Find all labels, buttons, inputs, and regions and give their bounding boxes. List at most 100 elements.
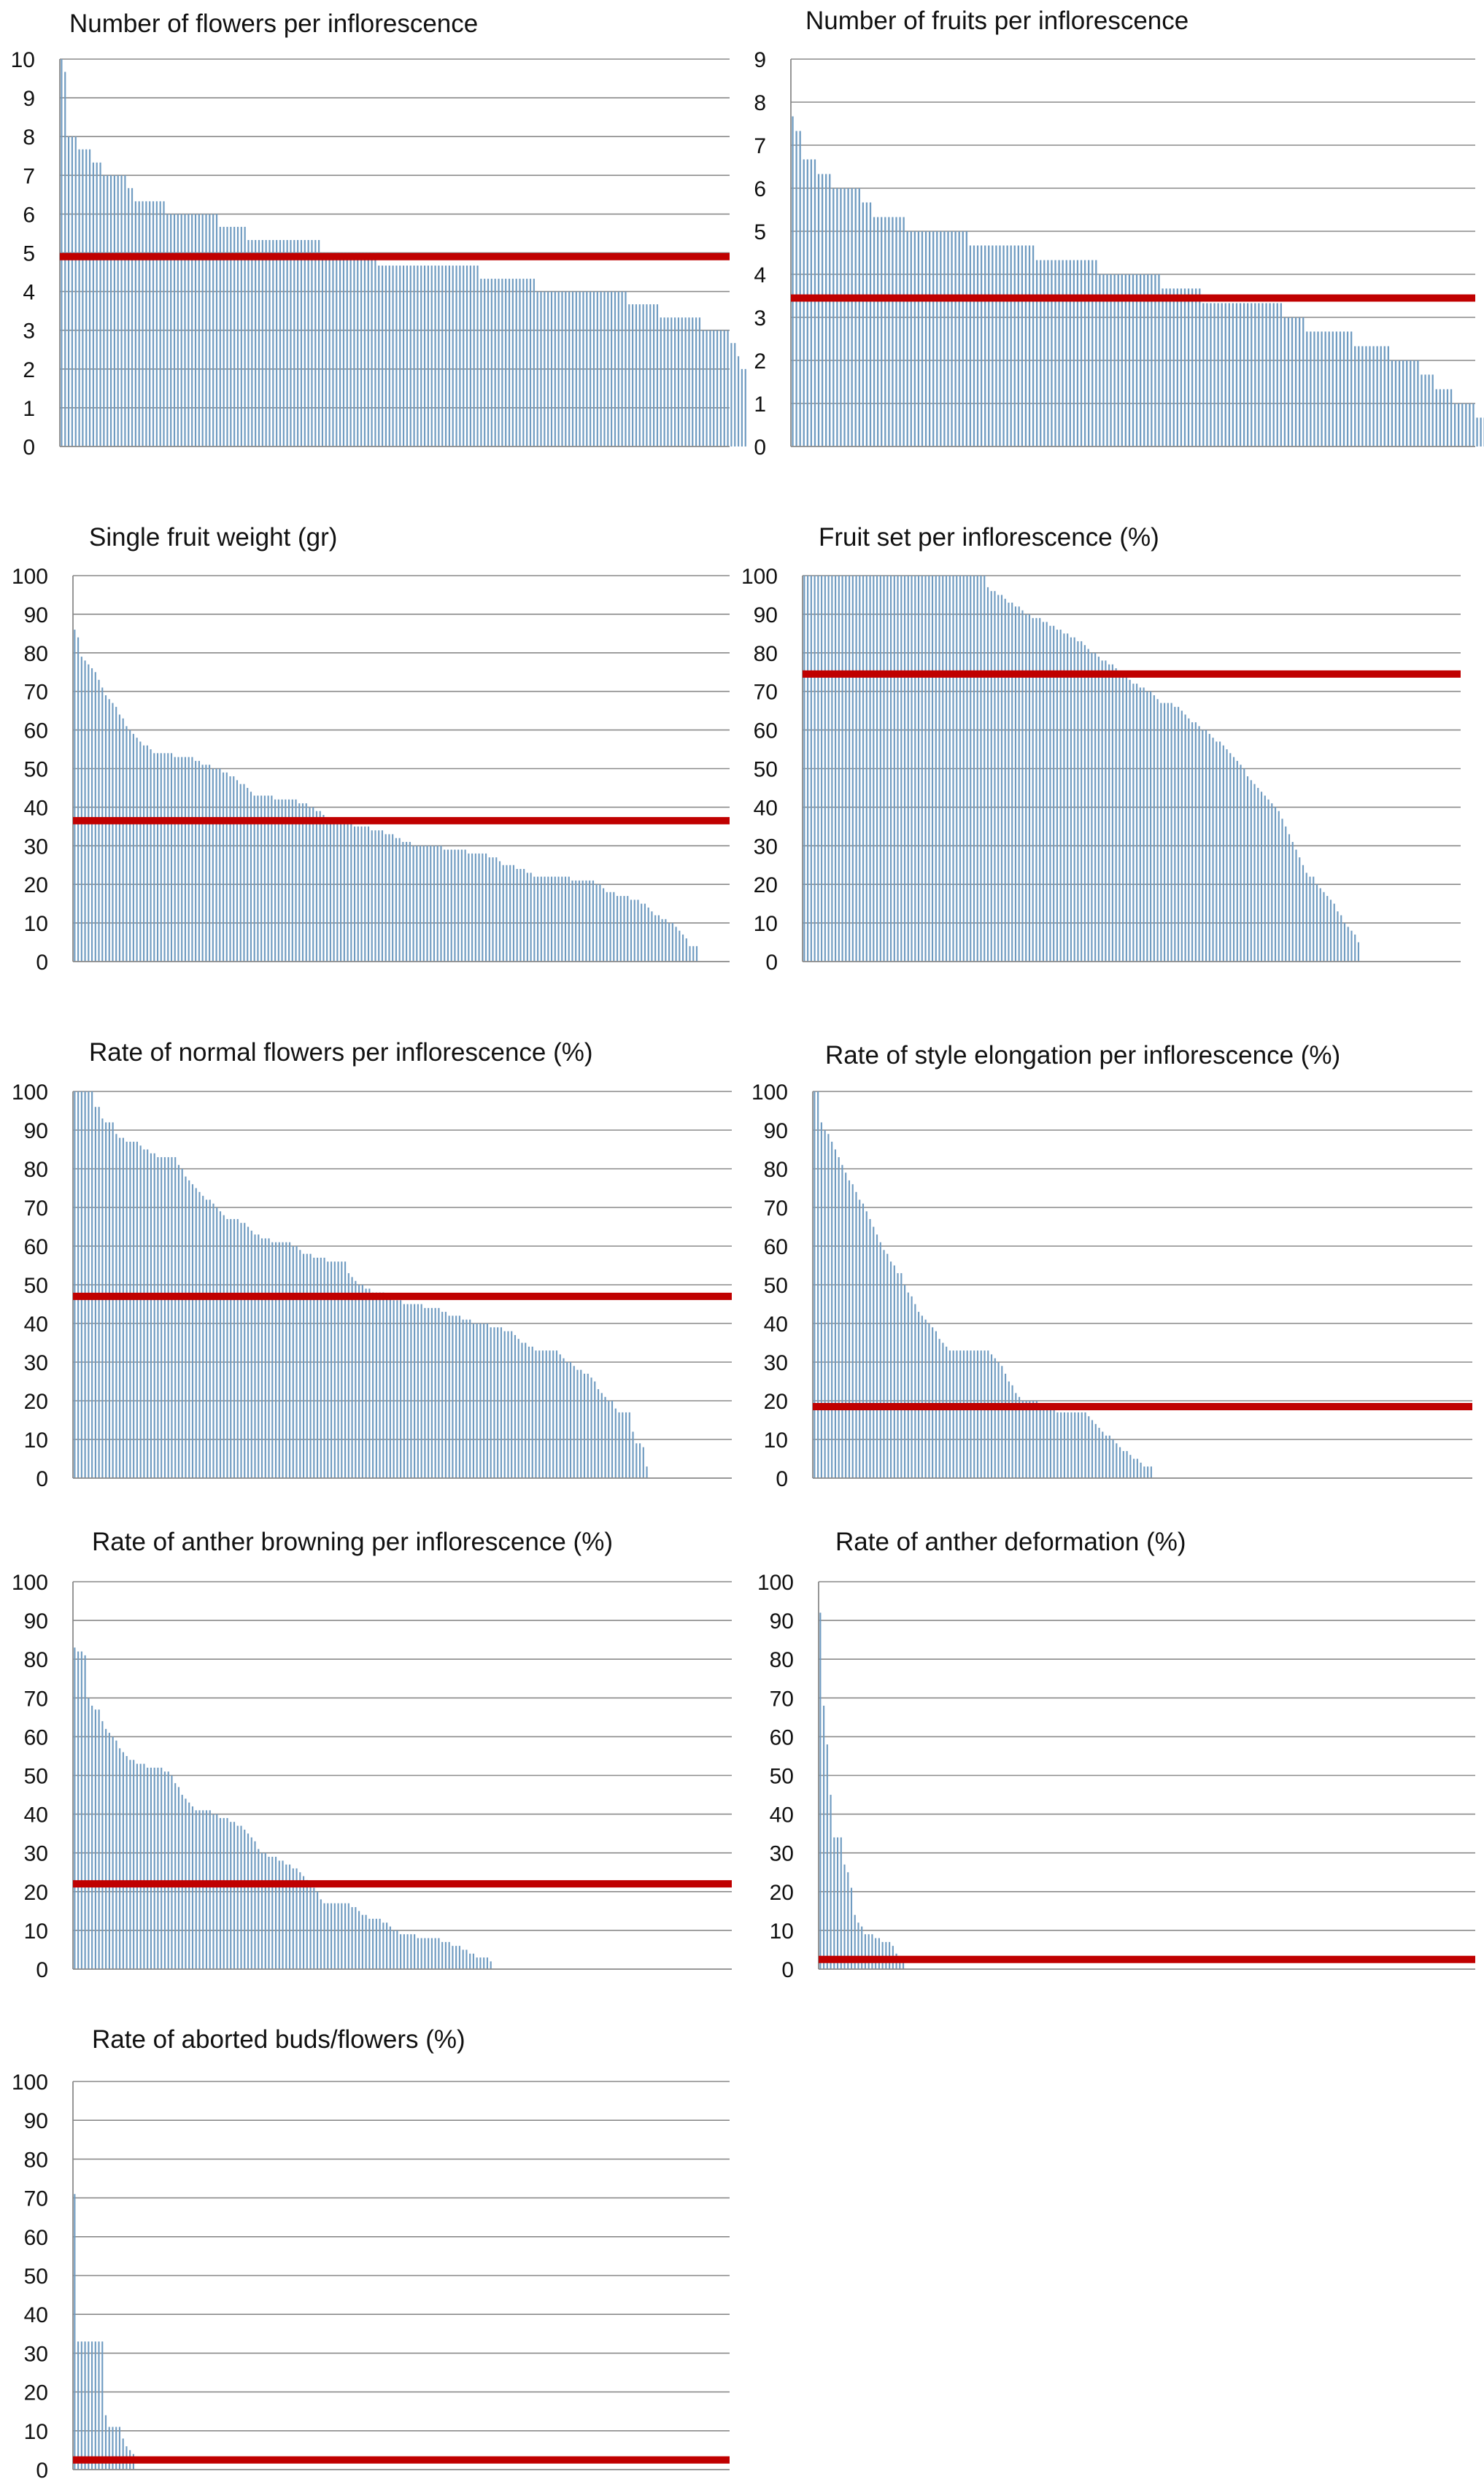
bar	[122, 718, 124, 962]
bar	[101, 1721, 104, 1969]
bar	[1021, 610, 1024, 962]
bar	[900, 1273, 903, 1478]
bar	[817, 174, 820, 446]
bar	[436, 846, 438, 962]
bar	[810, 576, 812, 962]
bar	[94, 1709, 96, 1969]
bar	[552, 1350, 554, 1478]
y-tick-label: 70	[770, 1687, 794, 1711]
bar	[795, 131, 797, 446]
bar	[264, 1852, 266, 1969]
bar	[309, 1253, 312, 1478]
bar	[125, 1141, 128, 1478]
bar	[879, 576, 881, 962]
bar	[1217, 303, 1219, 446]
y-tick-label: 90	[24, 1119, 48, 1143]
bar	[333, 1261, 336, 1478]
bar	[301, 803, 304, 962]
y-tick-label: 50	[24, 2265, 48, 2289]
bar	[247, 1833, 250, 1969]
bar	[493, 1327, 495, 1478]
bar	[900, 576, 903, 962]
bar	[889, 1261, 892, 1478]
bar	[540, 876, 542, 962]
bar	[88, 664, 90, 962]
bar	[341, 1261, 343, 1478]
y-tick-label: 8	[754, 91, 766, 115]
bar	[670, 317, 673, 446]
bar	[302, 1876, 305, 1969]
bar	[430, 266, 433, 446]
bar	[1035, 618, 1037, 962]
bar	[1077, 1412, 1080, 1478]
bar	[198, 1191, 201, 1478]
y-tick-label: 80	[24, 2148, 48, 2172]
bar	[351, 1907, 353, 1969]
bar	[946, 1346, 948, 1478]
bar	[344, 1903, 347, 1969]
bar	[444, 266, 447, 446]
bar	[1174, 706, 1176, 962]
bar	[947, 231, 949, 446]
bar	[101, 2341, 104, 2470]
bar	[84, 2341, 86, 2470]
bar	[375, 1918, 377, 1969]
bar	[864, 1934, 867, 1969]
bar	[1410, 360, 1412, 446]
bar	[240, 1825, 242, 1969]
bar	[357, 826, 359, 962]
bar	[323, 1903, 325, 1969]
bar	[1083, 260, 1086, 446]
bar	[521, 1342, 523, 1478]
bar	[881, 217, 883, 446]
bar	[962, 231, 964, 446]
bar	[516, 869, 518, 962]
bar	[986, 587, 989, 962]
bar	[973, 576, 975, 962]
bar	[339, 252, 341, 446]
bar	[124, 175, 126, 447]
bar	[1435, 389, 1437, 446]
bar	[1087, 649, 1089, 962]
bar	[1102, 274, 1105, 446]
bar	[877, 217, 879, 446]
bar	[1039, 618, 1041, 962]
bar	[240, 1223, 242, 1478]
bar	[292, 1246, 294, 1478]
bar	[472, 1323, 474, 1478]
bar	[1243, 768, 1245, 962]
bar	[188, 1180, 190, 1478]
bar	[544, 291, 546, 446]
bar	[917, 231, 920, 446]
bar	[104, 2415, 107, 2470]
bar	[1391, 360, 1394, 446]
bar	[841, 576, 843, 962]
bar	[545, 1350, 547, 1478]
bar	[1053, 625, 1055, 962]
bar	[1091, 652, 1093, 962]
bar	[1132, 684, 1135, 962]
bar	[885, 1941, 887, 1969]
bar	[906, 231, 908, 446]
bar	[474, 853, 476, 962]
bar	[565, 291, 567, 446]
bar	[374, 252, 376, 446]
bar	[226, 226, 228, 446]
bar	[517, 1339, 519, 1478]
bar	[1073, 260, 1075, 446]
bar	[279, 239, 282, 446]
y-tick-label: 80	[770, 1648, 794, 1672]
bar	[455, 266, 457, 446]
bar	[379, 1918, 381, 1969]
bar	[990, 591, 992, 962]
bar	[448, 1941, 450, 1969]
bar	[531, 1346, 533, 1478]
bar	[1188, 718, 1190, 962]
bar	[962, 576, 965, 962]
bar	[1024, 245, 1027, 446]
bar	[1232, 757, 1235, 962]
bar	[378, 266, 380, 446]
bar	[633, 900, 635, 962]
bar	[274, 1857, 277, 1969]
bar	[698, 317, 701, 446]
